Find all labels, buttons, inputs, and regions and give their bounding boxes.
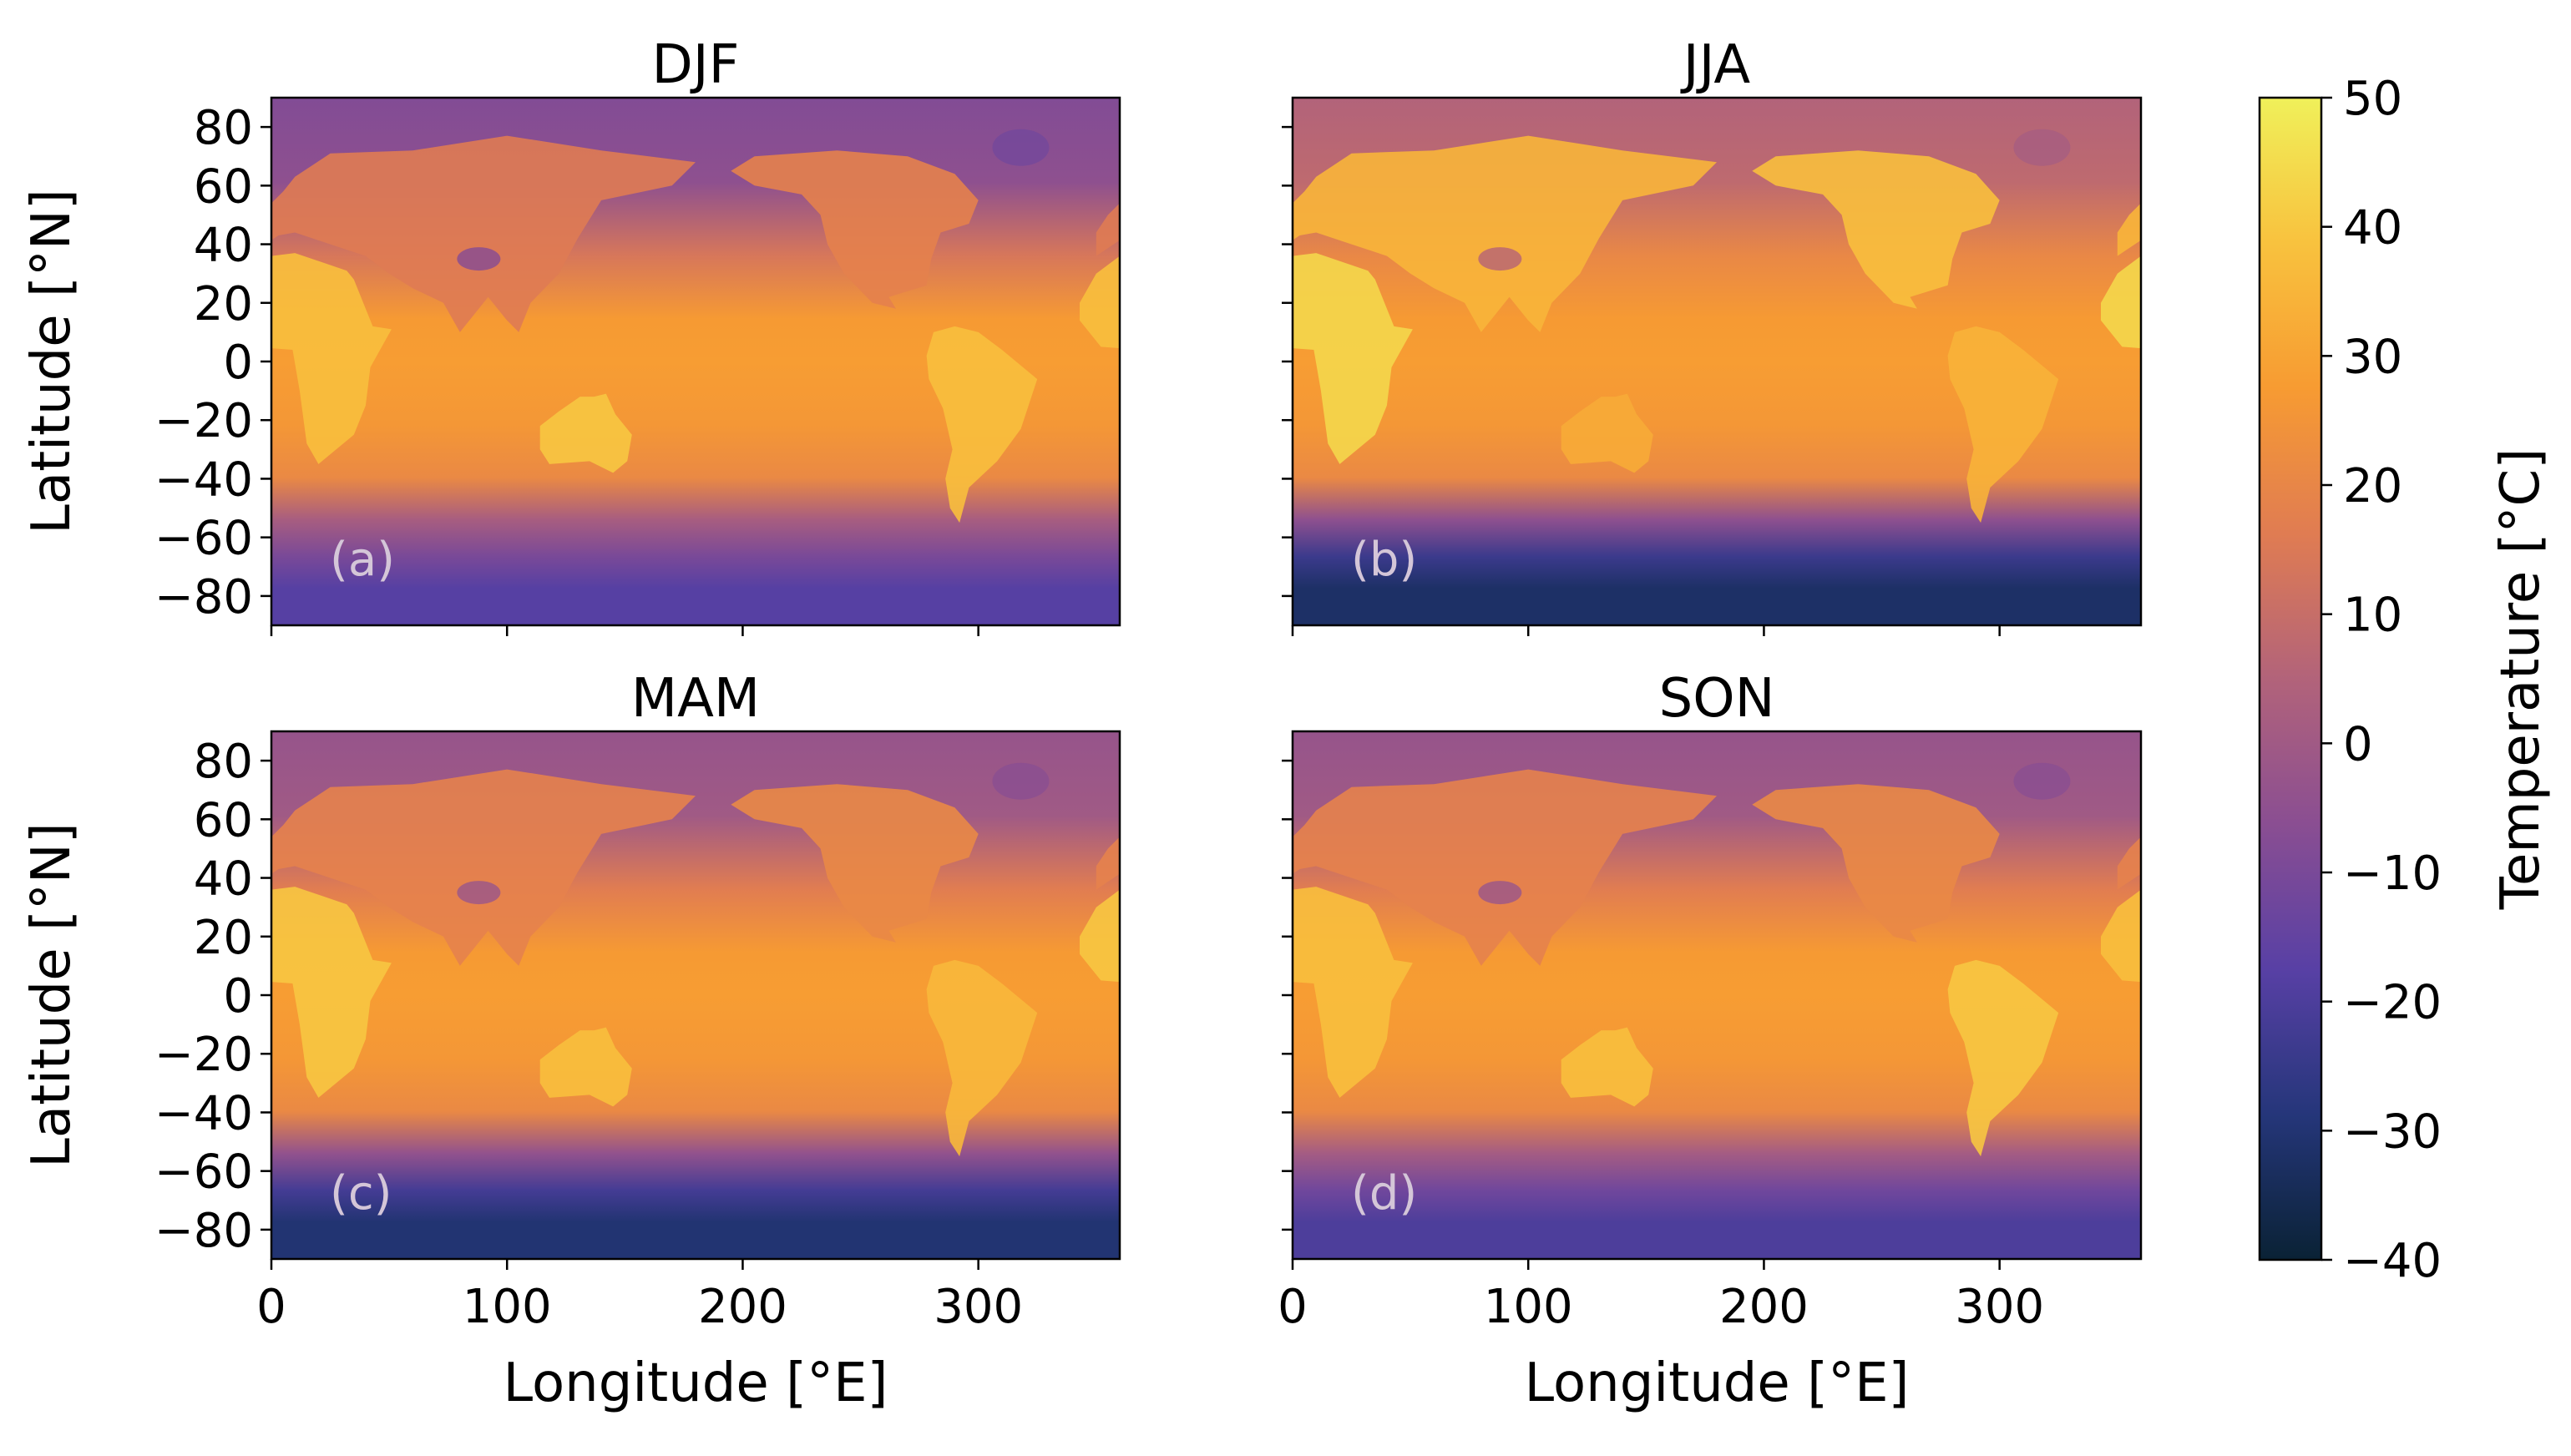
x-axis-label: Longitude [°E]	[1524, 1352, 1909, 1414]
land-eurasia-wrap	[1096, 203, 1120, 256]
colorbar-tick-label: 0	[2343, 717, 2373, 771]
y-tick-label: 0	[223, 336, 253, 390]
land-eurasia-wrap	[1096, 837, 1120, 890]
y-tick-label: 80	[194, 735, 253, 789]
y-tick-label: −60	[154, 512, 253, 566]
land-eurasia	[1293, 769, 1717, 966]
heatmap	[271, 731, 1120, 1259]
panel-title: JJA	[1680, 34, 1751, 96]
x-tick-label: 100	[463, 1280, 552, 1334]
colorbar-frame	[2258, 96, 2323, 1261]
y-tick-label: 60	[194, 793, 253, 847]
land-eurasia-wrap	[2117, 837, 2141, 890]
colorbar-fill	[2260, 98, 2321, 1260]
land-africa	[271, 253, 392, 464]
land-australia	[539, 1027, 632, 1107]
panel-jja: JJA (b)	[1282, 34, 2143, 636]
x-tick-label: 0	[1278, 1280, 1308, 1334]
colorbar-tick-label: −10	[2343, 847, 2442, 901]
heatmap	[1293, 731, 2141, 1259]
x-tick-label: 300	[934, 1280, 1023, 1334]
land-south-america	[1947, 959, 2059, 1157]
colorbar-tick-label: 20	[2343, 459, 2402, 513]
land-africa-wrap	[2101, 255, 2141, 349]
colorbar-tick-label: 40	[2343, 201, 2402, 255]
greenland	[992, 129, 1050, 166]
x-tick-label: 200	[1719, 1280, 1809, 1334]
y-tick-label: −80	[154, 1204, 253, 1258]
heatmap	[271, 98, 1120, 625]
colorbar-tick-label: −20	[2343, 976, 2442, 1030]
land-north-america	[1752, 784, 2000, 943]
tibet-cold-spot	[1478, 881, 1522, 905]
land-africa	[1293, 887, 1413, 1098]
x-tick-label: 200	[698, 1280, 787, 1334]
panel-label: (d)	[1351, 1166, 1417, 1221]
land-south-america	[926, 326, 1038, 523]
y-tick-label: 40	[194, 852, 253, 907]
y-tick-label: 40	[194, 219, 253, 273]
y-axis-label: Latitude [°N]	[21, 189, 83, 534]
y-tick-label: −20	[154, 1028, 253, 1082]
heatmap	[1293, 98, 2141, 625]
panel-son: SON (d) 0 100 200 300 Longitude [°E]	[1278, 668, 2143, 1414]
land-north-america	[731, 150, 979, 309]
colorbar-tick-label: −40	[2343, 1234, 2442, 1288]
y-axis-label: Latitude [°N]	[21, 822, 83, 1168]
land-north-america	[1752, 150, 2000, 309]
land-africa-wrap	[1080, 255, 1120, 349]
x-tick-label: 300	[1955, 1280, 2044, 1334]
land-eurasia	[271, 135, 696, 332]
colorbar-tick-label: 30	[2343, 330, 2402, 384]
tibet-cold-spot	[457, 881, 501, 905]
panel-label: (a)	[330, 533, 395, 587]
y-tick-label: −40	[154, 1086, 253, 1140]
y-tick-label: −40	[154, 452, 253, 507]
land-africa-wrap	[1080, 889, 1120, 983]
land-australia	[539, 393, 632, 473]
panel-title: SON	[1659, 668, 1775, 730]
panel-label: (b)	[1351, 533, 1417, 587]
land-eurasia	[1293, 135, 1717, 332]
land-north-america	[731, 784, 979, 943]
panel-title: DJF	[652, 34, 740, 96]
tibet-cold-spot	[1478, 247, 1522, 271]
y-tick-label: 20	[194, 277, 253, 331]
land-australia	[1561, 393, 1653, 473]
tibet-cold-spot	[457, 247, 501, 271]
colorbar-group: 50 40 30 20 10 0 −10 −20 −30 −40 Temperature [°C]	[2258, 72, 2552, 1288]
y-tick-label: 0	[223, 969, 253, 1024]
land-africa-wrap	[2101, 889, 2141, 983]
y-tick-label: −20	[154, 394, 253, 448]
greenland	[2013, 129, 2071, 166]
panel-label: (c)	[330, 1166, 392, 1221]
y-tick-label: −60	[154, 1145, 253, 1200]
panel-title: MAM	[631, 668, 760, 730]
greenland	[2013, 762, 2071, 800]
colorbar-tick-label: −30	[2343, 1105, 2442, 1159]
greenland	[992, 762, 1050, 800]
land-eurasia-wrap	[2117, 203, 2141, 256]
land-australia	[1561, 1027, 1653, 1107]
x-axis-label: Longitude [°E]	[503, 1352, 888, 1414]
y-tick-label: 60	[194, 159, 253, 214]
y-tick-label: −80	[154, 570, 253, 624]
land-africa	[1293, 253, 1413, 464]
land-south-america	[926, 959, 1038, 1157]
colorbar-label: Temperature [°C]	[2490, 448, 2552, 910]
x-tick-label: 100	[1484, 1280, 1573, 1334]
land-eurasia	[271, 769, 696, 966]
colorbar-tick-label: 50	[2343, 72, 2402, 126]
y-tick-label: 80	[194, 101, 253, 155]
land-south-america	[1947, 326, 2059, 523]
colorbar-tick-label: 10	[2343, 589, 2402, 643]
land-africa	[271, 887, 392, 1098]
y-tick-label: 20	[194, 911, 253, 965]
x-tick-label: 0	[256, 1280, 286, 1334]
